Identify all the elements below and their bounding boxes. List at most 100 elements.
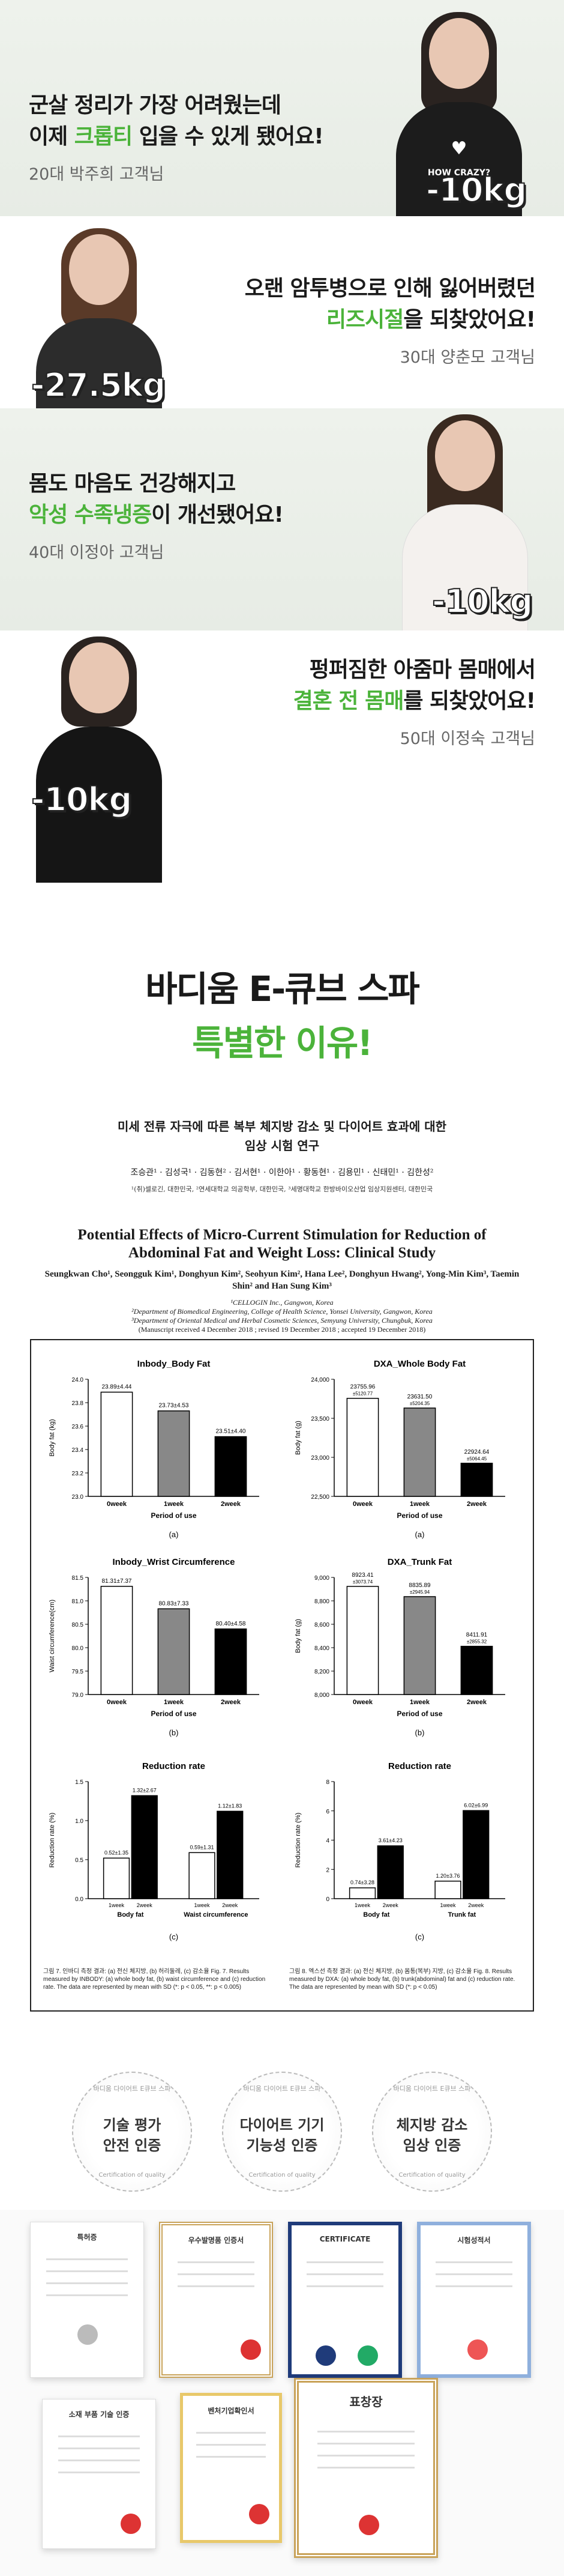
- data-label: 23755.96: [350, 1384, 376, 1391]
- category-label: 1week: [410, 1501, 430, 1508]
- review-customer-name: 40대 이정아 고객님: [29, 543, 164, 562]
- y-tick-label: 79.5: [72, 1669, 84, 1675]
- certificate-5: 소재 부품 기술 인증: [42, 2399, 156, 2549]
- bar: [157, 1410, 190, 1497]
- x-axis-label: Period of use: [397, 1511, 442, 1520]
- figure-7-caption: 그림 7. 인바디 측정 결과: (a) 전신 체지방, (b) 허리둘레, (…: [43, 1968, 266, 1991]
- series-tick-label: 2week: [222, 1902, 238, 1908]
- paper-english-authors: Seungkwan Cho¹, Seongguk Kim¹, Donghyun …: [44, 1269, 520, 1291]
- chart-svg: DXA_Whole Body Fat 22,500 23,000 23,500 24,0…: [295, 1359, 505, 1539]
- bar: [346, 1586, 379, 1695]
- y-tick-label: 23,500: [311, 1416, 329, 1423]
- data-label: 1.20±3.76: [436, 1873, 460, 1879]
- chart-svg: Inbody_Wrist Circumference 79.0 79.5 80.0 80…: [49, 1557, 259, 1737]
- certificate-3: CERTIFICATE: [288, 2222, 402, 2378]
- y-axis-label: Reduction rate (%): [49, 1813, 56, 1868]
- review-card-1: 군살 정리가 가장 어려웠는데 이제 크롭티 입을 수 있게 됐어요! 20대 …: [0, 0, 564, 258]
- y-tick-label: 6: [326, 1809, 329, 1815]
- y-tick-label: 23.2: [72, 1471, 84, 1477]
- y-tick-label: 8: [326, 1779, 329, 1786]
- data-label: 23631.50: [407, 1394, 433, 1400]
- bar: [103, 1857, 130, 1899]
- certificate-1: 특허증: [30, 2222, 144, 2378]
- bar: [463, 1810, 490, 1899]
- review-card-4: -10kg 펑퍼짐한 아줌마 몸매에서 결혼 전 몸매를 되찾았어요! 50대 …: [0, 630, 564, 883]
- data-label: 6.02±6.99: [464, 1802, 488, 1808]
- y-axis-label: Body fat (kg): [49, 1419, 56, 1456]
- chart-dxa-trunk-fat: DXA_Trunk Fat 8,000 8,200 8,400 8,600 8,800 9,…: [289, 1550, 523, 1743]
- bar: [188, 1852, 215, 1899]
- data-label: 23.73±4.53: [159, 1403, 189, 1409]
- category-label: Trunk fat: [448, 1911, 476, 1918]
- category-label: 2week: [467, 1699, 487, 1706]
- y-tick-label: 23.0: [72, 1494, 84, 1501]
- bar: [214, 1436, 247, 1497]
- series-tick-label: 1week: [355, 1902, 371, 1908]
- certificate-4: 시험성적서: [417, 2222, 531, 2378]
- data-sublabel: ±2945.94: [410, 1589, 430, 1595]
- figure-8-caption: 그림 8. 엑스선 측정 결과: (a) 전신 체지방, (b) 몸통(복부) …: [289, 1968, 515, 1991]
- y-tick-label: 0.5: [75, 1857, 83, 1864]
- category-label: 2week: [221, 1699, 241, 1706]
- data-label: 0.59±1.31: [190, 1844, 214, 1850]
- bar: [100, 1586, 133, 1695]
- certificate-7: 표창장: [294, 2378, 438, 2558]
- chart-title: Reduction rate: [142, 1761, 205, 1771]
- series-tick-label: 1week: [109, 1902, 125, 1908]
- panel-label: (a): [169, 1530, 179, 1539]
- y-tick-label: 1.5: [75, 1779, 83, 1786]
- series-tick-label: 1week: [440, 1902, 457, 1908]
- category-label: 1week: [164, 1501, 184, 1508]
- data-label: 1.32±2.67: [133, 1787, 157, 1793]
- chart-svg: Inbody_Body Fat 23.0 23.2 23.4 23.6 23.8 24.0 B…: [49, 1359, 259, 1539]
- chart-svg: Reduction rate 0.0 0.5 1.0 1.5 Reduction rate…: [49, 1761, 259, 1941]
- review-card-2: -27.5kg 오랜 암투병으로 인해 잃어버렸던 리즈시절을 되찾았어요! 3…: [0, 216, 564, 474]
- badge-clinical: 바디움 다이어트 E큐브 스파 체지방 감소 임상 인증 Certificatio…: [372, 2072, 492, 2192]
- review-line-2: 악성 수족냉증이 개선됐어요!: [29, 503, 284, 527]
- results-figure: Inbody_Body Fat 23.0 23.2 23.4 23.6 23.8 24.0 B…: [30, 1339, 534, 2012]
- tshirt-print: HOW CRAZY?: [427, 168, 491, 178]
- x-axis-label: Period of use: [397, 1710, 442, 1718]
- review-text: 군살 정리가 가장 어려웠는데 이제 크롭티 입을 수 있게 됐어요! 20대 …: [29, 90, 324, 184]
- y-tick-label: 24.0: [72, 1377, 84, 1383]
- section-title-highlight: 특별한 이유!: [192, 1023, 373, 1063]
- data-sublabel: ±5064.45: [467, 1456, 487, 1462]
- paper-english-title: Potential Effects of Micro-Current Stimu…: [77, 1227, 487, 1261]
- data-label: 80.40±4.58: [216, 1621, 246, 1627]
- bar: [346, 1397, 379, 1497]
- data-label: 0.52±1.35: [104, 1849, 128, 1855]
- y-tick-label: 22,500: [311, 1494, 329, 1501]
- panel-label: (b): [415, 1728, 425, 1737]
- y-tick-label: 23.6: [72, 1424, 84, 1430]
- review-highlight: 리즈시절: [326, 307, 404, 332]
- y-tick-label: 81.5: [72, 1575, 84, 1582]
- y-tick-label: 8,400: [314, 1645, 329, 1652]
- paper-korean-affiliations: ¹(취)셀로긴, 대한민국, ²연세대학교 의공학부, 대한민국, ³세명대학교…: [131, 1185, 433, 1193]
- review-text: 펑퍼짐한 아줌마 몸매에서 결혼 전 몸매를 되찾았어요! 50대 이정숙 고객…: [293, 655, 536, 749]
- y-tick-label: 0.0: [75, 1896, 83, 1903]
- review-customer-name: 30대 양춘모 고객님: [400, 348, 535, 367]
- y-tick-label: 0: [326, 1896, 329, 1903]
- bar: [157, 1608, 190, 1695]
- review-text: 몸도 마음도 건강해지고 악성 수족냉증이 개선됐어요! 40대 이정아 고객님: [29, 468, 284, 563]
- y-axis-label: Body fat (g): [295, 1619, 302, 1653]
- chart-title: Reduction rate: [388, 1761, 451, 1771]
- bar: [100, 1391, 133, 1497]
- review-highlight: 크롭티: [74, 124, 133, 149]
- data-label: 1.12±1.83: [218, 1803, 242, 1809]
- x-axis-label: Period of use: [151, 1710, 196, 1718]
- y-axis-label: Body fat (g): [295, 1421, 302, 1455]
- certificate-2: 우수발명품 인증서: [159, 2222, 273, 2378]
- category-label: Body fat: [363, 1911, 389, 1918]
- review-line-2: 리즈시절을 되찾았어요!: [326, 307, 536, 332]
- data-sublabel: ±2855.32: [467, 1639, 487, 1645]
- badge-safety: 바디움 다이어트 E큐브 스파 기술 평가 안전 인증 Certification…: [72, 2072, 192, 2192]
- y-tick-label: 9,000: [314, 1575, 329, 1582]
- series-tick-label: 2week: [468, 1902, 484, 1908]
- review-highlight: 결혼 전 몸매: [293, 689, 404, 713]
- bar: [403, 1596, 436, 1695]
- review-line-2: 결혼 전 몸매를 되찾았어요!: [293, 689, 536, 713]
- paper-korean-authors: 조승관¹ · 김성국¹ · 김동현² · 김서현¹ · 이한아¹ · 황동현¹ …: [130, 1168, 434, 1178]
- data-label: 23.51±4.40: [216, 1429, 246, 1435]
- badge-function: 바디움 다이어트 E큐브 스파 다이어트 기기 기능성 인증 Certificat…: [222, 2072, 342, 2192]
